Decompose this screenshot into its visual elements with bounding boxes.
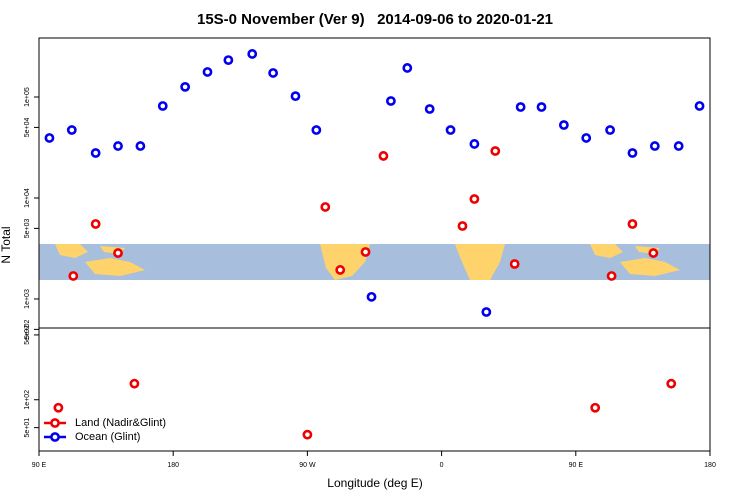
point [457,221,468,231]
y-tick-label: 5e+01 [24,418,31,438]
point [581,133,592,143]
legend-label: Land (Nadir&Glint) [75,417,166,429]
map-strip [39,244,710,280]
y-tick-label: 5e+04 [24,117,31,137]
point [247,49,258,59]
point [66,125,77,135]
point [90,219,101,229]
y-tick-label: 1e+03 [24,289,31,309]
point [509,259,520,269]
point [424,104,435,114]
point [129,378,140,389]
x-tick-label: 0 [440,462,444,469]
point [320,202,331,212]
x-tick-label: 90 E [32,462,47,469]
point [44,133,55,143]
point [590,402,601,413]
point [180,81,191,92]
point [605,125,615,135]
legend-marker [50,432,60,442]
point [360,247,371,257]
point [157,101,168,111]
x-tick-label: 90 E [569,462,584,469]
point [311,125,322,135]
y-tick-label: 5e+03 [24,218,31,238]
point [666,378,677,389]
y-tick-label: 5e+02 [24,325,31,345]
point [490,146,501,156]
point [481,307,492,317]
point [302,429,313,440]
x-tick-label: 180 [167,462,179,469]
point [223,55,234,66]
point [606,271,617,281]
point [627,219,638,229]
point [378,151,389,161]
point [469,194,480,204]
point [515,102,526,112]
x-tick-label: 180 [704,462,716,469]
point [648,248,659,258]
point [135,141,146,151]
x-tick-label: 90 W [299,462,316,469]
point [558,120,569,130]
point [673,141,684,151]
point [649,141,660,151]
point [402,63,413,73]
plot-frame [38,37,711,452]
point [268,68,279,78]
point [202,67,213,77]
point [113,248,123,258]
point [366,291,377,302]
point [469,139,480,149]
point [90,148,101,158]
y-tick-label: 1e+04 [24,188,31,208]
point [53,402,64,413]
legend-marker [50,418,60,428]
point [536,102,547,112]
point [335,265,346,275]
x-axis-label: Longitude (deg E) [327,476,422,490]
point [290,91,301,102]
y-tick-label: 1e+05 [24,87,31,107]
point [113,141,123,151]
point [627,148,638,158]
chart-title: 15S-0 November (Ver 9) 2014-09-06 to 202… [197,11,553,28]
y-tick-label: 5e+02 [24,319,31,339]
y-axis-label: N Total [0,226,13,263]
point [68,271,79,281]
legend-label: Ocean (Glint) [75,431,140,443]
y-tick-label: 1e+02 [24,390,31,410]
point [386,96,396,106]
point [445,125,456,135]
point [694,101,705,111]
